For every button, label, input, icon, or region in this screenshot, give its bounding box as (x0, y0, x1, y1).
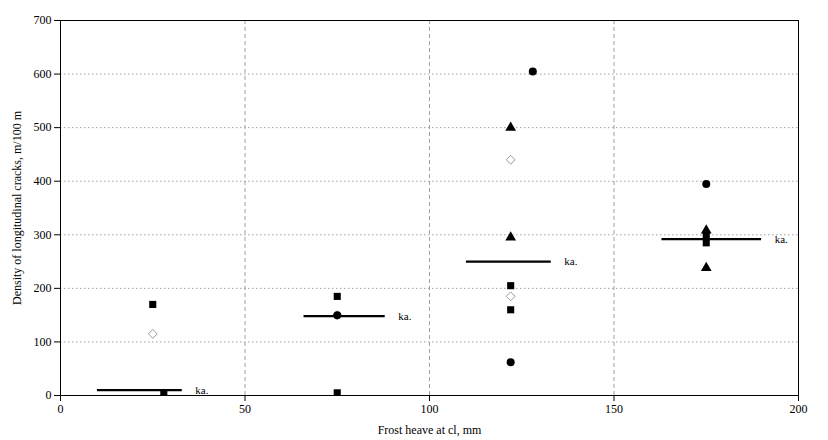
svg-text:200: 200 (34, 281, 52, 295)
svg-text:100: 100 (34, 335, 52, 349)
svg-text:150: 150 (605, 402, 623, 416)
svg-text:Density of longitudinal cracks: Density of longitudinal cracks, m/100 m (10, 110, 24, 305)
svg-text:600: 600 (34, 67, 52, 81)
svg-text:0: 0 (46, 388, 52, 402)
svg-text:100: 100 (421, 402, 439, 416)
svg-text:700: 700 (34, 13, 52, 27)
svg-text:300: 300 (34, 228, 52, 242)
svg-text:0: 0 (58, 402, 64, 416)
svg-text:Frost heave at cl, mm: Frost heave at cl, mm (378, 423, 482, 437)
svg-text:ka.: ka. (564, 255, 577, 267)
svg-text:400: 400 (34, 174, 52, 188)
svg-text:ka.: ka. (775, 233, 788, 245)
svg-text:50: 50 (239, 402, 251, 416)
svg-text:200: 200 (790, 402, 808, 416)
svg-text:500: 500 (34, 120, 52, 134)
svg-text:ka.: ka. (398, 310, 411, 322)
svg-text:ka.: ka. (195, 384, 208, 396)
